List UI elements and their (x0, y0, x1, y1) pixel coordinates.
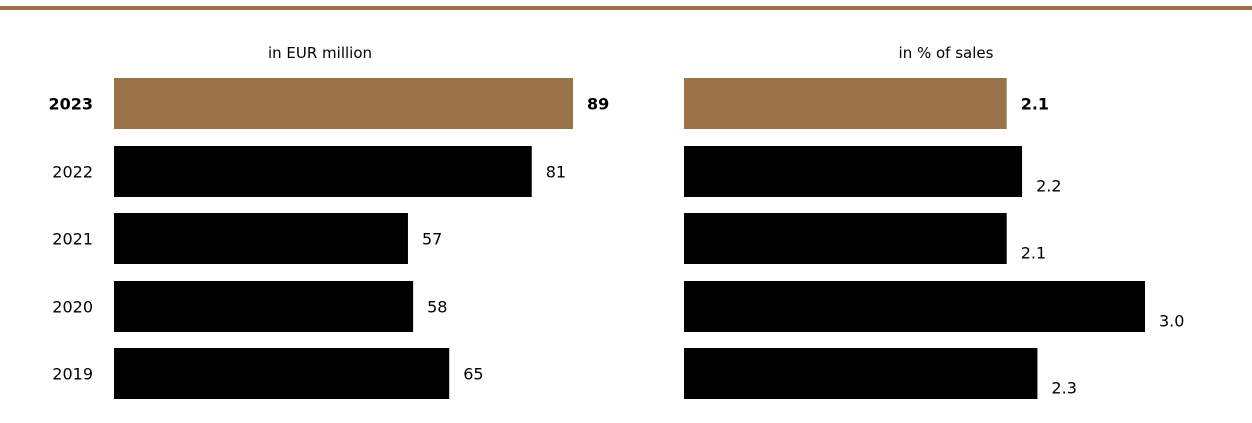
year-label-2023: 2023 (48, 95, 93, 114)
bar-2019 (684, 348, 1038, 399)
bars-eur (114, 78, 573, 399)
bar-2020 (114, 281, 414, 332)
value-label-2020: 3.0 (1159, 312, 1184, 331)
value-label-2022: 2.2 (1036, 177, 1061, 196)
value-label-2021: 57 (422, 230, 442, 249)
year-label-2021: 2021 (52, 230, 93, 249)
bar-2021 (114, 213, 408, 264)
bar-2020 (684, 281, 1145, 332)
panel-title-eur: in EUR million (268, 44, 372, 62)
value-label-2020: 58 (427, 298, 447, 317)
value-label-2019: 65 (463, 365, 483, 384)
value-label-2022: 81 (546, 163, 566, 182)
bar-2022 (684, 146, 1023, 197)
year-label-2020: 2020 (52, 298, 93, 317)
bar-2023 (684, 78, 1007, 129)
panel-eur-million: in EUR million 2023 2022 2021 2020 2019 89 81… (48, 44, 609, 399)
value-labels-percent: 2.1 2.2 2.1 3.0 2.3 (1021, 95, 1185, 398)
year-labels: 2023 2022 2021 2020 2019 (48, 95, 93, 384)
value-label-2019: 2.3 (1051, 379, 1076, 398)
bar-2023 (114, 78, 573, 129)
year-label-2019: 2019 (52, 365, 93, 384)
value-label-2023: 2.1 (1021, 95, 1049, 114)
value-label-2021: 2.1 (1021, 244, 1046, 263)
value-label-2023: 89 (587, 95, 609, 114)
panel-title-percent: in % of sales (899, 44, 994, 62)
year-label-2022: 2022 (52, 163, 93, 182)
top-rule (0, 6, 1252, 10)
value-labels-eur: 89 81 57 58 65 (422, 95, 609, 384)
bar-2019 (114, 348, 450, 399)
bar-2021 (684, 213, 1007, 264)
bar-2022 (114, 146, 532, 197)
bars-percent (684, 78, 1145, 399)
panel-percent-sales: in % of sales 2.1 2.2 2.1 3.0 2.3 (684, 44, 1184, 399)
